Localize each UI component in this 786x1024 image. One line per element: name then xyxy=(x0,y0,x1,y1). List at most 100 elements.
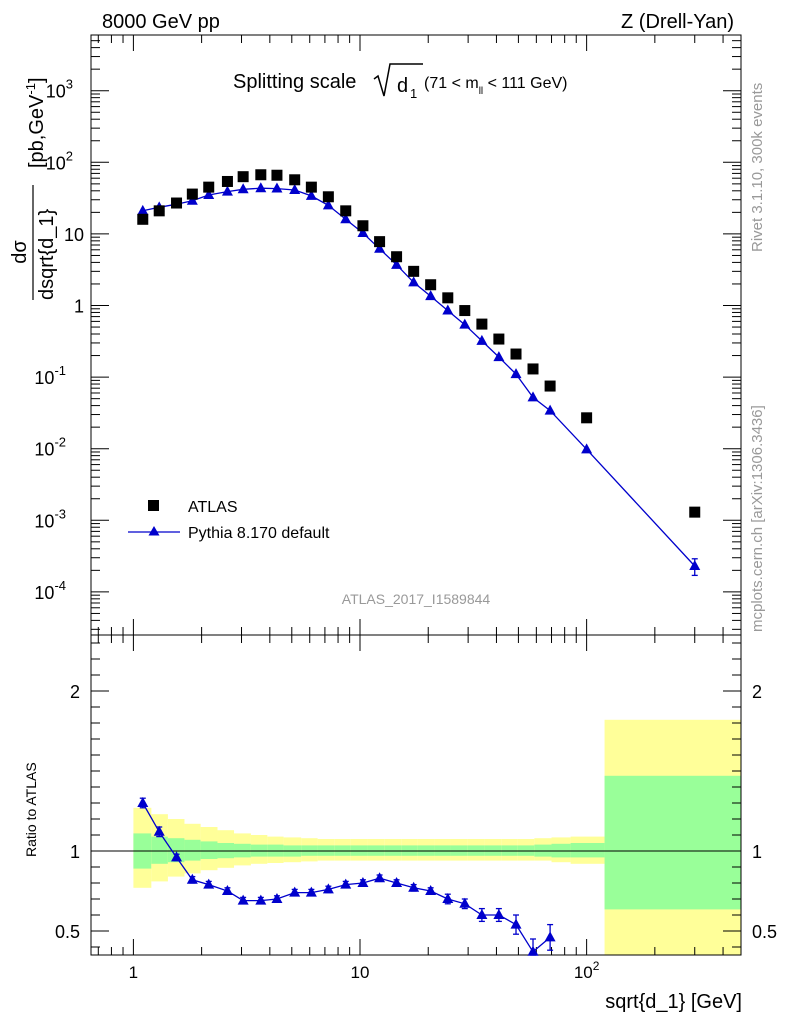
mc-point xyxy=(581,443,593,454)
ratio-mc-point xyxy=(425,885,437,895)
mc-point xyxy=(544,404,556,415)
ratio-y-tick-label: 0.5 xyxy=(55,922,80,942)
data-point xyxy=(476,318,488,330)
rivet-version-label: Rivet 3.1.10, 300k events xyxy=(749,83,766,252)
ylabel-denominator: dsqrt{d_1} xyxy=(36,208,58,300)
title-cut-sub: ll xyxy=(479,86,483,97)
mc-point xyxy=(357,226,369,237)
stat-band-bin xyxy=(570,843,605,858)
ratio-y-tick-label-right: 1 xyxy=(752,842,762,862)
mc-series xyxy=(137,182,701,577)
ratio-mc-point xyxy=(237,894,249,905)
x-tick-label: 1 xyxy=(129,963,138,982)
ratio-mc-point xyxy=(408,881,420,892)
ylabel-numerator: dσ xyxy=(9,240,31,264)
x-tick-label: 10 xyxy=(351,963,370,982)
title-cut: (71 < mll < 111 GeV) xyxy=(424,75,567,97)
data-point xyxy=(581,412,593,424)
ratio-mc-point xyxy=(493,909,505,919)
ratio-mc-series xyxy=(137,797,556,956)
mc-point xyxy=(221,185,233,196)
mc-point xyxy=(510,368,522,379)
mc-point xyxy=(476,334,488,345)
data-point xyxy=(689,506,701,518)
data-point xyxy=(237,171,249,183)
header-left-label: 8000 GeV pp xyxy=(102,11,220,33)
mc-point xyxy=(271,182,283,193)
mc-point xyxy=(442,304,454,315)
mc-point xyxy=(340,213,352,224)
data-point xyxy=(408,265,420,277)
y-tick-label: 10-2 xyxy=(34,435,66,460)
data-point xyxy=(374,236,386,248)
ratio-mc-point xyxy=(374,872,386,883)
legend-mc-marker xyxy=(148,526,160,536)
data-point xyxy=(255,169,267,181)
data-point xyxy=(493,333,505,345)
data-point xyxy=(289,174,301,186)
x-tick-label: 102 xyxy=(574,959,600,982)
ratio-mc-point xyxy=(476,909,488,919)
analysis-label: ATLAS_2017_I1589844 xyxy=(342,591,491,607)
ratio-mc-point xyxy=(357,877,369,887)
ratio-y-label: Ratio to ATLAS xyxy=(23,762,39,857)
svg-text:dσ: dσ xyxy=(9,240,31,264)
data-point xyxy=(305,181,317,193)
legend-mc-label: Pythia 8.170 default xyxy=(188,525,330,542)
legend-atlas-label: ATLAS xyxy=(188,499,238,516)
ratio-bands xyxy=(133,719,741,955)
svg-text:dsqrt{d_1}: dsqrt{d_1} xyxy=(36,208,58,300)
chart-title: Splitting scale xyxy=(233,71,356,93)
y-tick-label-exp: -3 xyxy=(54,506,66,521)
mc-point xyxy=(425,290,437,301)
y-tick-label-exp: -1 xyxy=(54,363,66,378)
x-axis-label: sqrt{d_1} [GeV] xyxy=(605,991,742,1013)
y-tick-label: 103 xyxy=(46,77,73,102)
data-series xyxy=(137,169,701,518)
chart-title-text: Splitting scale xyxy=(233,71,356,93)
data-point xyxy=(137,213,149,225)
mc-point xyxy=(237,183,249,194)
header-right-label: Z (Drell-Yan) xyxy=(621,11,734,33)
ylabel-units: [pb,GeV xyxy=(26,94,48,168)
ratio-mc-point xyxy=(153,825,165,836)
y-tick-label-exp: 2 xyxy=(66,148,73,163)
mc-point xyxy=(408,276,420,287)
title-cut-text: (71 < m xyxy=(424,75,479,92)
ratio-y-tick-label-right: 2 xyxy=(752,682,762,702)
ratio-frame xyxy=(90,634,742,956)
x-tick-label-sup: 2 xyxy=(593,959,600,973)
ratio-mc-point xyxy=(442,893,454,903)
mc-point xyxy=(689,559,701,570)
data-point xyxy=(425,279,437,291)
stat-band-bin xyxy=(604,775,741,910)
y-tick-label: 102 xyxy=(46,148,73,173)
mc-point xyxy=(289,184,301,195)
mc-point xyxy=(322,199,334,210)
stat-band-bin xyxy=(151,836,168,864)
ratio-mc-point xyxy=(459,897,471,908)
y-tick-label: 10 xyxy=(64,225,84,245)
mcplots-label: mcplots.cern.ch [arXiv:1306.3436] xyxy=(749,405,766,632)
ratio-mc-point xyxy=(221,885,233,895)
data-point xyxy=(203,181,215,193)
ratio-mc-point xyxy=(510,918,522,929)
svg-text:[pb,GeV-1]: [pb,GeV-1] xyxy=(23,77,48,168)
mc-point xyxy=(374,242,386,253)
ratio-mc-point xyxy=(255,894,267,905)
mc-point xyxy=(527,391,539,402)
y-tick-label: 1 xyxy=(74,297,84,317)
data-point xyxy=(357,220,369,232)
legend-atlas-marker xyxy=(148,500,159,511)
stat-band-bin xyxy=(184,839,201,861)
ratio-mc-point xyxy=(322,883,334,894)
ratio-mc-point xyxy=(544,931,556,942)
y-tick-label: 10-1 xyxy=(34,363,66,388)
ratio-mc-point xyxy=(289,886,301,897)
legend: ATLAS Pythia 8.170 default xyxy=(128,499,330,542)
data-point xyxy=(442,292,454,304)
mc-point xyxy=(305,189,317,200)
data-point xyxy=(221,175,233,187)
ratio-mc-point xyxy=(271,893,283,903)
